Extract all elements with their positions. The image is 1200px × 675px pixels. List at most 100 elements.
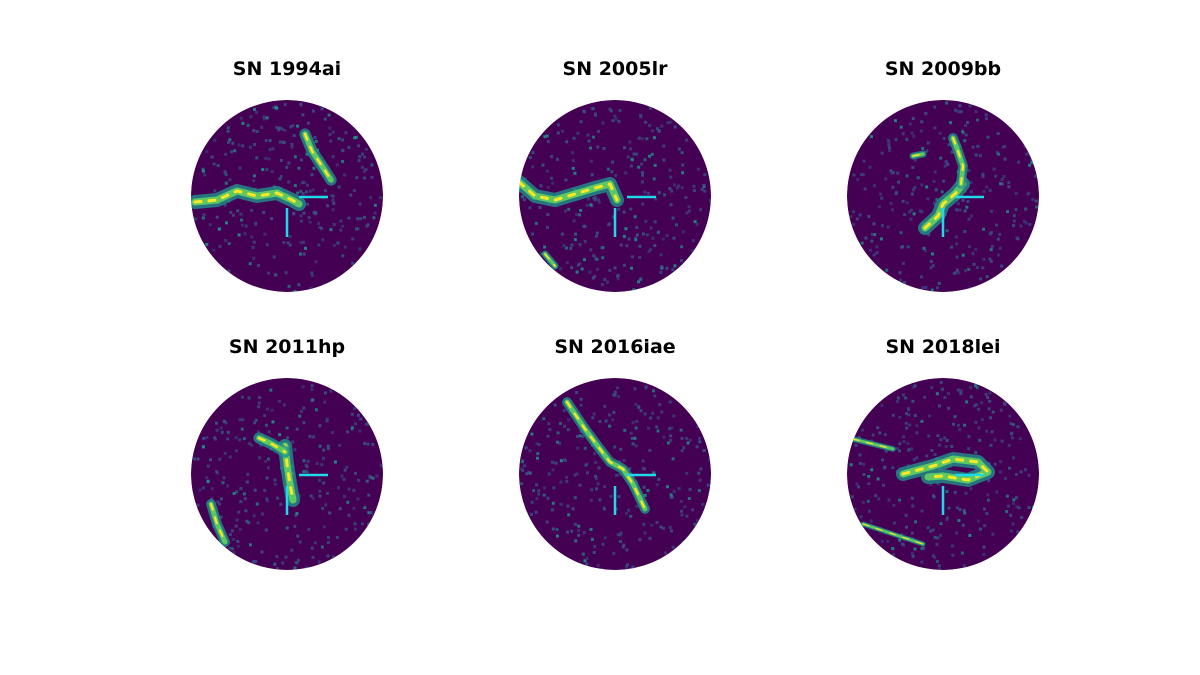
noise (290, 548, 294, 552)
noise (332, 244, 336, 248)
noise (275, 554, 279, 558)
noise (891, 208, 895, 212)
noise (270, 217, 274, 221)
noise (227, 242, 231, 246)
noise (302, 406, 306, 410)
noise (701, 502, 705, 506)
noise (920, 560, 924, 564)
noise (565, 480, 569, 484)
noise (255, 502, 259, 506)
noise (520, 460, 524, 464)
noise (555, 157, 559, 161)
noise (375, 474, 379, 478)
noise (950, 444, 954, 448)
noise (947, 506, 951, 510)
noise (532, 489, 536, 493)
noise (655, 520, 659, 524)
noise (567, 513, 571, 517)
noise (585, 562, 589, 566)
noise (591, 276, 595, 280)
noise (860, 241, 864, 245)
noise (973, 404, 977, 408)
noise (353, 407, 357, 411)
noise (302, 180, 306, 184)
noise (896, 396, 900, 400)
noise (229, 210, 233, 214)
noise (571, 166, 575, 170)
noise (927, 233, 931, 237)
noise (699, 467, 703, 471)
noise (252, 256, 256, 260)
noise (904, 412, 908, 416)
noise (247, 396, 251, 400)
noise (942, 136, 946, 140)
noise (573, 238, 577, 242)
noise (653, 220, 657, 224)
noise (898, 415, 902, 419)
noise (236, 209, 240, 213)
noise (537, 489, 541, 493)
noise (576, 263, 580, 267)
noise (250, 443, 254, 447)
noise (520, 482, 524, 486)
noise (906, 245, 910, 249)
noise (680, 509, 684, 513)
noise (1017, 506, 1021, 510)
noise (998, 232, 1002, 236)
noise (264, 528, 268, 532)
noise (339, 228, 343, 232)
noise (552, 486, 556, 490)
noise (193, 457, 197, 461)
noise (242, 492, 246, 496)
noise (958, 508, 962, 512)
noise (587, 139, 591, 143)
noise (572, 219, 576, 223)
noise (1000, 439, 1004, 443)
noise (857, 435, 861, 439)
noise (708, 458, 711, 462)
noise (520, 467, 524, 471)
noise (272, 106, 276, 110)
noise (926, 526, 930, 530)
noise (912, 212, 916, 216)
noise (987, 478, 991, 482)
noise (867, 509, 871, 513)
noise (1000, 264, 1004, 268)
noise (669, 493, 673, 497)
noise (262, 211, 266, 215)
noise (988, 188, 992, 192)
noise (699, 208, 703, 212)
noise (356, 497, 360, 501)
noise (358, 155, 362, 159)
noise (613, 390, 617, 394)
noise (528, 471, 532, 475)
noise (362, 532, 366, 536)
noise (901, 261, 905, 265)
noise (573, 473, 577, 477)
noise (969, 190, 973, 194)
panel: SN 2011hp (191, 336, 383, 570)
filament (565, 400, 647, 511)
noise (228, 455, 232, 459)
noise (998, 470, 1002, 474)
noise (574, 232, 578, 236)
noise (619, 243, 623, 247)
noise (971, 251, 975, 255)
noise (902, 281, 906, 285)
noise (576, 446, 580, 450)
noise (633, 436, 637, 440)
noise (302, 240, 306, 244)
noise (359, 417, 363, 421)
noise (362, 215, 366, 219)
noise (643, 412, 647, 416)
noise (253, 142, 257, 146)
noise (653, 394, 657, 398)
noise (923, 249, 927, 253)
noise (318, 444, 322, 448)
noise (977, 407, 981, 411)
noise (965, 120, 969, 124)
filament (862, 523, 924, 545)
noise (1030, 161, 1034, 165)
noise (206, 464, 210, 468)
noise (872, 253, 876, 257)
